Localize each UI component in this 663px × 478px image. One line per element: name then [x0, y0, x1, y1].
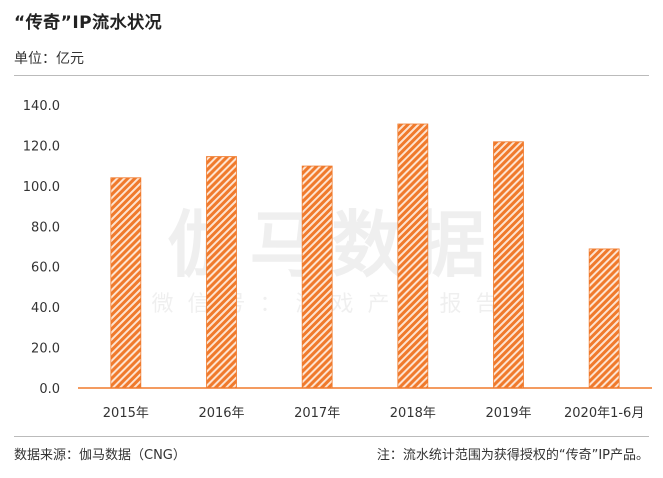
x-tick-label: 2018年: [390, 406, 436, 421]
unit-label: 单位：亿元: [14, 51, 84, 67]
header-divider: [14, 75, 649, 76]
note-text: 注：流水统计范围为获得授权的“传奇”IP产品。: [376, 448, 649, 463]
bar: [588, 248, 620, 389]
y-tick-label: 120.0: [23, 139, 60, 154]
y-tick-label: 40.0: [31, 301, 60, 316]
x-tick-label: 2015年: [103, 406, 149, 421]
y-tick-label: 80.0: [31, 220, 60, 235]
footer-divider: [14, 436, 649, 437]
chart-title: “传奇”IP流水状况: [14, 13, 163, 33]
y-tick-label: 20.0: [31, 342, 60, 357]
bar: [397, 123, 429, 389]
bars-group: [110, 123, 620, 389]
source-text: 数据来源：伽马数据（CNG）: [14, 448, 186, 463]
y-tick-label: 60.0: [31, 261, 60, 276]
x-tick-label: 2020年1-6月: [564, 406, 644, 421]
bar: [206, 156, 237, 389]
x-axis: 2015年 2016年 2017年 2018年 2019年 2020年1-6月: [78, 387, 652, 421]
y-axis: 0.0 20.0 40.0 60.0 80.0 100.0 120.0 140.0: [23, 99, 60, 397]
x-tick-label: 2016年: [198, 406, 244, 421]
y-tick-label: 100.0: [23, 180, 60, 195]
bar: [301, 165, 333, 389]
y-tick-label: 0.0: [39, 382, 60, 397]
bar: [493, 141, 524, 389]
x-tick-label: 2019年: [485, 406, 531, 421]
x-tick-label: 2017年: [294, 406, 340, 421]
bar: [110, 177, 142, 389]
y-tick-label: 140.0: [23, 99, 60, 114]
